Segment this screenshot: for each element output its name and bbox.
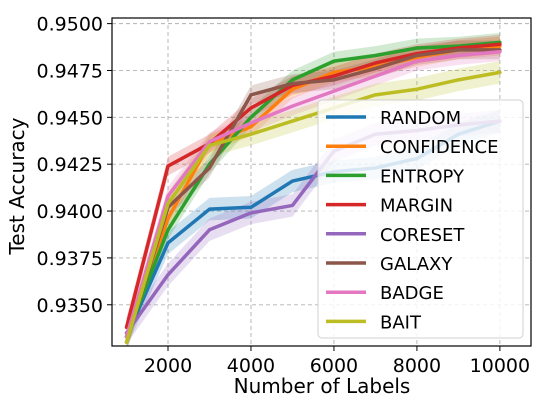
legend-label-galaxy: GALAXY (380, 254, 453, 275)
axis-ticks: 2000 4000 6000 8000 10000 0.9350 0.9375 0.9400 0… (37, 14, 531, 377)
legend-label-bait: BAIT (380, 312, 422, 333)
series-line-entropy (124, 40, 502, 339)
plot-area-frame (111, 17, 532, 347)
y-tick-label: 0.9475 (37, 60, 103, 82)
band-badge (126, 42, 500, 346)
y-tick-label: 0.9400 (37, 201, 103, 223)
legend-label-confidence: CONFIDENCE (380, 137, 499, 158)
x-tick-label: 6000 (310, 355, 358, 377)
series-line-bait (124, 70, 502, 345)
x-axis-title: Number of Labels (234, 374, 411, 398)
x-tick-label: 2000 (144, 355, 192, 377)
legend-label-coreset: CORESET (380, 225, 465, 246)
y-tick-label: 0.9350 (37, 295, 103, 317)
legend-label-margin: MARGIN (380, 196, 453, 217)
y-tick-label: 0.9450 (37, 107, 103, 129)
series-line-badge (124, 49, 502, 339)
y-axis-title: Test Accuracy (5, 117, 29, 255)
y-tick-label: 0.9500 (37, 14, 103, 36)
legend-label-badge: BADGE (380, 283, 444, 304)
x-tick-label: 10000 (470, 355, 530, 377)
series-line-galaxy (124, 48, 502, 345)
x-tick-label: 4000 (227, 355, 275, 377)
band-bait (126, 61, 500, 346)
x-tick-label: 8000 (393, 355, 441, 377)
legend: RANDOM CONFIDENCE ENTROPY MARGIN CORESET GALA… (317, 99, 524, 339)
legend-label-random: RANDOM (380, 108, 461, 129)
legend-box (317, 99, 524, 339)
y-tick-label: 0.9375 (37, 248, 103, 270)
legend-label-entropy: ENTROPY (380, 166, 465, 187)
y-tick-label: 0.9425 (37, 154, 103, 176)
